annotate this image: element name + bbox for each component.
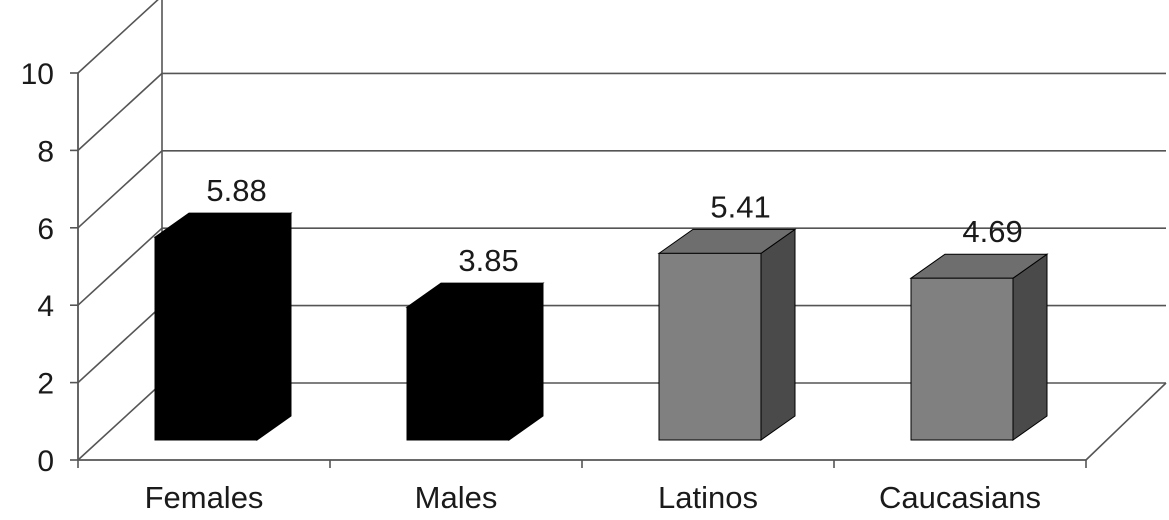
data-label: 4.69 (962, 214, 1022, 249)
bar-caucasians (909, 253, 1049, 441)
x-tick-label: Females (145, 480, 264, 515)
gridline-diagonal (77, 227, 163, 306)
bars (153, 212, 1049, 441)
axes (70, 72, 1167, 468)
bar-females (153, 212, 293, 441)
y-tick-label: 8 (37, 135, 54, 168)
y-tick-label: 4 (37, 290, 54, 323)
y-tick-label: 10 (21, 58, 54, 91)
gridline-diagonal (77, 382, 163, 461)
gridline-diagonal (77, 0, 159, 74)
bar-latinos (657, 228, 797, 441)
y-tick-label: 0 (37, 445, 54, 478)
bar-front (658, 252, 762, 441)
gridline-diagonal (77, 305, 163, 384)
floor-edge (1085, 382, 1167, 461)
y-tick-label: 2 (37, 368, 54, 401)
bar-front (154, 236, 258, 441)
bar-side (1012, 253, 1048, 441)
bar-side (256, 212, 292, 441)
gridline-diagonal (77, 150, 163, 229)
x-tick-label: Caucasians (879, 480, 1041, 515)
bar-front (910, 277, 1014, 441)
bar-males (405, 282, 545, 441)
gridline-diagonal (77, 72, 163, 151)
x-tick-label: Latinos (658, 480, 758, 515)
y-tick-label: 6 (37, 213, 54, 246)
bar-side (760, 228, 796, 441)
data-label: 3.85 (458, 243, 518, 278)
bar-side (508, 282, 544, 441)
data-label: 5.41 (710, 189, 770, 224)
x-tick-label: Males (415, 480, 498, 515)
data-label: 5.88 (206, 173, 266, 208)
bar-front (406, 306, 510, 441)
labels: 0 2 4 6 8 10 5.88 Females 3.85 Males 5.41 Latinos 4.… (21, 58, 1041, 515)
